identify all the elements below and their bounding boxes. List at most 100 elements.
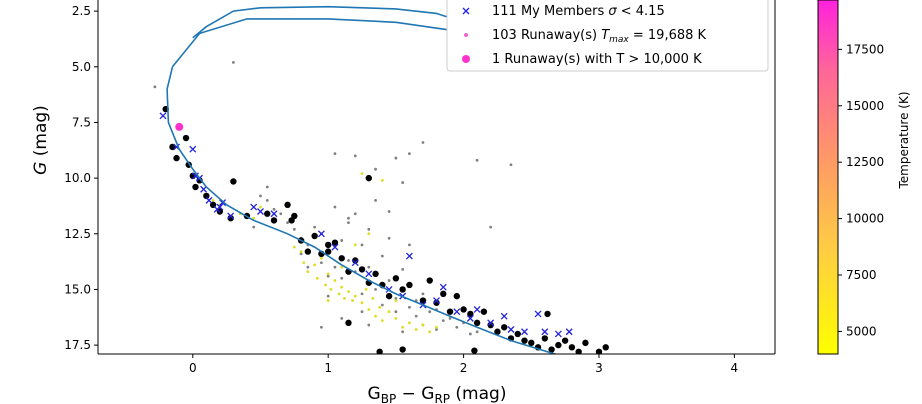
axes: 0 1 2 3 4 2.5 5.0 7.5 10.0 12.5 15.0 17.5 <box>64 0 776 375</box>
data-point <box>435 325 438 329</box>
data-point <box>521 337 528 344</box>
x-tick-label: 0 <box>189 361 197 375</box>
data-point <box>326 274 330 278</box>
data-point <box>421 141 425 144</box>
data-point <box>326 294 330 298</box>
y-tick-label: 10.0 <box>64 171 91 185</box>
legend-item-members: 111 My Members σ < 4.15 <box>492 4 665 19</box>
data-point <box>541 335 549 342</box>
data-point <box>575 348 582 354</box>
data-point <box>347 290 350 294</box>
data-point <box>364 288 368 291</box>
data-point <box>347 259 350 262</box>
data-point <box>371 296 375 300</box>
data-point <box>471 347 478 354</box>
data-point <box>211 198 215 202</box>
data-point <box>175 122 184 131</box>
data-point <box>473 319 481 327</box>
data-point <box>329 288 333 291</box>
data-point <box>292 245 296 249</box>
data-point <box>324 283 327 287</box>
data-point <box>487 321 494 329</box>
data-point <box>380 319 384 323</box>
y-tick-label: 15.0 <box>64 282 91 296</box>
data-point <box>544 310 551 318</box>
colorbar-tick-label: 17500 <box>846 42 884 56</box>
x-axis-label: GBP − GRP (mag) <box>368 384 507 404</box>
data-point <box>568 344 576 351</box>
y-tick-label: 7.5 <box>72 115 91 129</box>
data-point <box>468 332 472 336</box>
data-point <box>331 239 339 246</box>
colorbar-tick-label: 12500 <box>846 155 884 169</box>
data-point <box>401 330 405 334</box>
data-point <box>320 261 323 265</box>
data-point <box>333 152 337 156</box>
data-point <box>394 316 398 320</box>
data-point <box>353 212 357 216</box>
data-point <box>227 214 234 222</box>
data-point <box>292 227 296 231</box>
data-point <box>421 292 425 296</box>
member-point <box>365 270 373 278</box>
colorbar-label: Temperature (K) <box>897 91 911 189</box>
data-point <box>408 305 411 309</box>
data-point <box>299 250 303 253</box>
member-point <box>317 230 325 238</box>
data-point <box>343 296 346 300</box>
data-point <box>286 221 289 225</box>
series-3 <box>159 112 573 338</box>
data-point <box>501 324 508 331</box>
colorbar-tick-label: 10000 <box>846 212 884 226</box>
data-point <box>353 294 357 298</box>
legend-item-hot-runaway: 1 Runaway(s) with T > 10,000 K <box>492 52 702 67</box>
data-point <box>340 316 344 320</box>
data-point <box>333 205 337 209</box>
data-point <box>284 201 291 209</box>
data-point <box>252 225 256 229</box>
data-point <box>279 212 283 216</box>
data-point <box>324 248 332 255</box>
data-point <box>347 221 350 225</box>
data-point <box>360 301 364 305</box>
data-point <box>374 288 377 291</box>
data-point <box>509 163 513 167</box>
x-tick-label: 3 <box>595 361 603 375</box>
data-point <box>320 256 323 260</box>
member-point <box>227 212 235 220</box>
data-point <box>313 225 317 229</box>
data-point <box>374 314 377 318</box>
data-point <box>326 272 330 276</box>
member-point <box>159 112 167 120</box>
colorbar-ticks: 5000 7500 10000 12500 15000 17500 <box>838 42 884 338</box>
member-point <box>270 210 278 218</box>
data-point <box>548 346 555 353</box>
data-point <box>360 243 364 247</box>
data-point <box>270 217 278 224</box>
data-point <box>315 276 319 280</box>
colorbar: 5000 7500 10000 12500 15000 17500 Temperature… <box>817 0 911 355</box>
data-point <box>475 330 479 334</box>
member-point <box>433 297 440 305</box>
data-point <box>259 205 262 209</box>
plot-area <box>153 5 609 354</box>
member-point <box>351 259 359 267</box>
legend-box <box>446 0 769 72</box>
data-point <box>351 299 354 302</box>
member-point <box>331 243 339 251</box>
legend-marker-dot <box>462 55 470 63</box>
data-point <box>467 310 474 318</box>
data-point <box>333 279 337 282</box>
data-point <box>338 255 345 262</box>
data-point <box>192 183 199 191</box>
legend-marker-x <box>462 7 470 15</box>
data-point <box>324 241 332 249</box>
data-point <box>419 297 427 304</box>
data-point <box>582 339 589 347</box>
data-point <box>360 292 364 296</box>
data-point <box>203 192 210 200</box>
data-point <box>421 323 425 327</box>
member-point <box>439 283 447 291</box>
series-0 <box>162 105 609 354</box>
colorbar-tick-label: 7500 <box>846 268 877 282</box>
